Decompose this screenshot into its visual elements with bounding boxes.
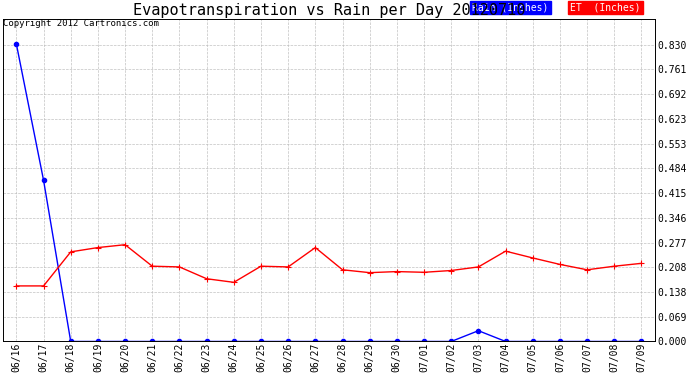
Text: Rain (Inches): Rain (Inches) — [473, 3, 549, 12]
Text: ET  (Inches): ET (Inches) — [570, 3, 641, 12]
Title: Evapotranspiration vs Rain per Day 20120710: Evapotranspiration vs Rain per Day 20120… — [132, 3, 525, 18]
Text: Copyright 2012 Cartronics.com: Copyright 2012 Cartronics.com — [3, 19, 159, 28]
